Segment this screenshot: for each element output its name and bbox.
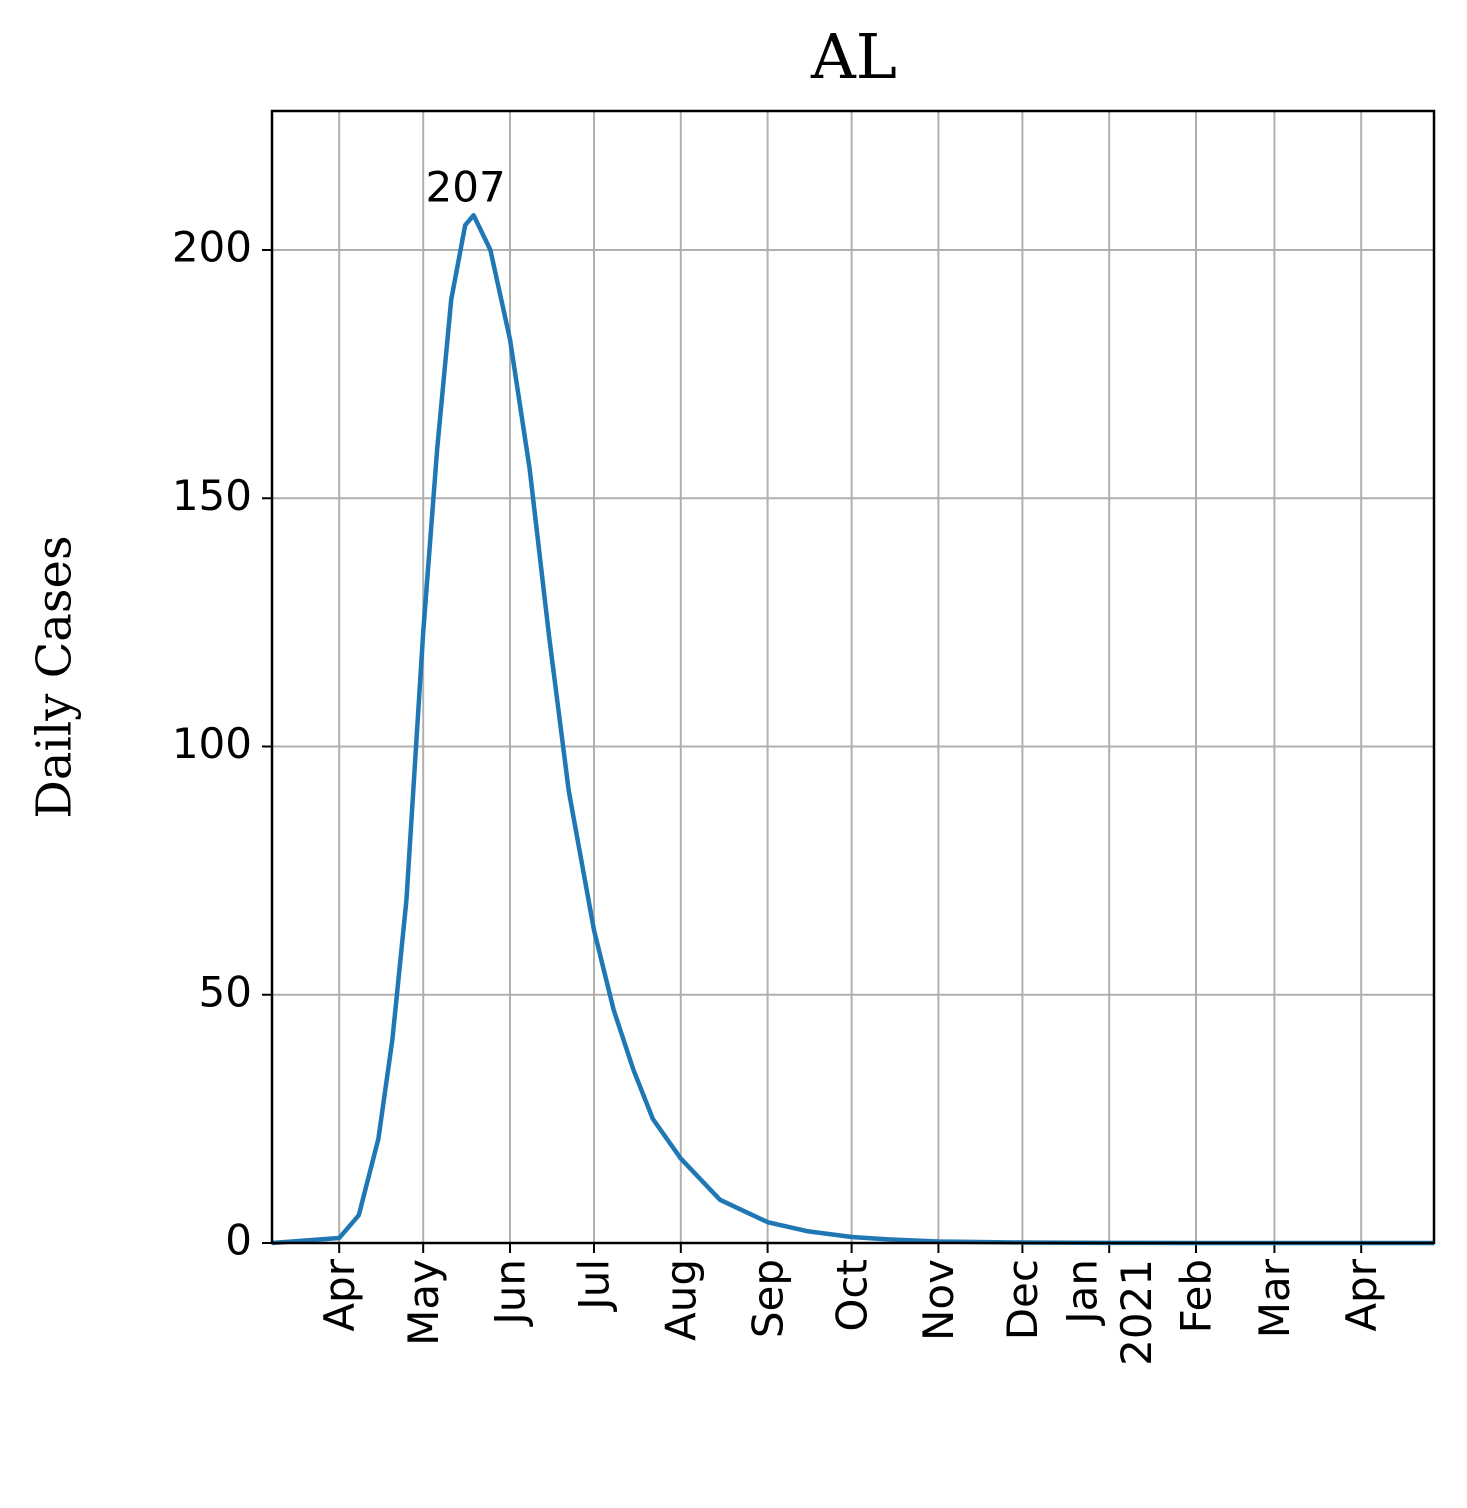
- y-tick-label: 200: [172, 223, 252, 272]
- y-axis-label: Daily Cases: [27, 535, 83, 818]
- y-tick-label: 0: [225, 1216, 252, 1265]
- peak-label: 207: [426, 162, 506, 211]
- y-tick-label: 100: [172, 719, 252, 768]
- x-tick-label: Nov: [914, 1259, 963, 1341]
- x-tick-label: Feb: [1172, 1259, 1221, 1333]
- y-tick-label: 50: [199, 967, 252, 1016]
- x-tick-label: Sep: [743, 1259, 792, 1338]
- data-line: [271, 213, 1434, 1246]
- x-tick-label: Mar: [1250, 1258, 1299, 1338]
- x-tick-label: Aug: [657, 1259, 706, 1341]
- x-tick-label: Jun: [486, 1259, 535, 1328]
- x-tick-label: Apr: [315, 1258, 364, 1331]
- plot-frame: [270, 109, 1436, 1245]
- x-tick-label: Jan 2021: [1058, 1259, 1162, 1366]
- x-tick-label: Jul: [570, 1259, 619, 1313]
- x-tick-label: Apr: [1337, 1258, 1386, 1331]
- chart-title: AL: [810, 20, 897, 93]
- x-tick-label: May: [399, 1259, 448, 1346]
- x-tick-label: Oct: [827, 1259, 876, 1332]
- y-tick-label: 150: [172, 471, 252, 520]
- x-tick-label: Dec: [998, 1259, 1047, 1340]
